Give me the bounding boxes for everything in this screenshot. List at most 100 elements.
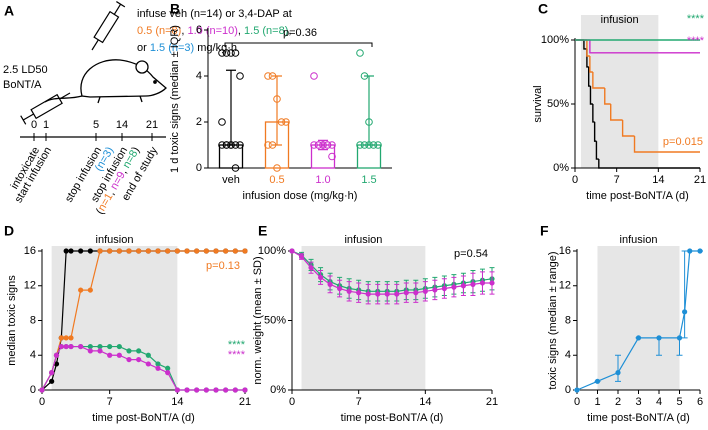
x-tick-label: 3	[635, 396, 641, 408]
y-tick-label: 0%	[553, 162, 569, 174]
x-axis-label: time post-BoNT/A (d)	[92, 412, 195, 424]
x-tick-label: 7	[107, 396, 113, 408]
data-point	[310, 141, 318, 149]
data-point	[327, 281, 333, 287]
data-point	[236, 141, 244, 149]
x-tick-label: 21	[486, 396, 498, 408]
data-point	[87, 343, 93, 350]
x-tick-label: veh	[222, 174, 240, 186]
data-point	[155, 361, 161, 367]
x-tick-label: 1.0	[315, 174, 330, 186]
data-point	[394, 291, 400, 297]
data-point	[231, 164, 240, 172]
data-point	[165, 365, 171, 371]
data-point	[232, 248, 238, 254]
x-tick-label: 14	[419, 396, 431, 408]
data-point	[682, 309, 688, 315]
data-point	[432, 287, 438, 293]
data-point	[194, 387, 200, 393]
annotation: p=0.54	[454, 248, 488, 260]
data-point	[165, 370, 171, 376]
data-point	[231, 141, 240, 149]
shade-label: infusion	[344, 234, 382, 246]
error-bar	[615, 354, 621, 382]
data-point	[223, 387, 229, 393]
data-point	[136, 356, 142, 363]
survival-step	[595, 141, 599, 160]
infusion-shade	[580, 15, 659, 168]
data-point	[375, 291, 381, 297]
y-tick-label: 6	[196, 24, 202, 36]
y-tick-label: 4	[196, 70, 202, 82]
data-point	[218, 118, 226, 126]
text-segment: ,	[181, 25, 187, 37]
text-segment: or	[137, 42, 150, 54]
panel-label: B	[170, 1, 180, 17]
data-point	[87, 348, 93, 354]
day-label: 0	[31, 119, 37, 131]
text-segment: mg/kg·h	[194, 42, 237, 54]
x-axis-label: time post-BoNT/A (d)	[341, 412, 444, 424]
y-tick-label: 4	[565, 349, 571, 361]
data-point	[441, 285, 447, 292]
data-point	[87, 248, 93, 254]
x-axis-label: infusion dose (mg/kg·h)	[243, 190, 358, 202]
x-tick-label: 7	[614, 174, 620, 186]
data-point	[136, 248, 142, 254]
annotation: ****	[687, 13, 705, 25]
text-segment: ,	[288, 25, 291, 37]
annotation: ****	[687, 35, 705, 47]
x-axis-label: time post-BoNT/A (d)	[587, 412, 690, 424]
data-point	[451, 284, 457, 290]
y-tick-label: 8	[30, 314, 36, 326]
series-line	[291, 250, 492, 295]
panel-label: F	[540, 223, 549, 239]
data-point	[328, 152, 336, 161]
data-point	[323, 141, 332, 149]
data-point	[356, 49, 364, 57]
data-point	[87, 287, 93, 293]
data-point	[268, 72, 277, 80]
x-tick-label: 0	[39, 396, 45, 408]
dose-text: 2.5 LD50	[3, 64, 48, 76]
data-point	[155, 248, 161, 254]
data-point	[479, 280, 486, 286]
data-point	[116, 343, 122, 350]
day-label: 5	[93, 119, 99, 131]
data-point	[594, 378, 601, 384]
data-point	[126, 248, 132, 254]
data-point	[365, 118, 373, 126]
x-tick-label: 0	[572, 174, 578, 186]
shade-label: infusion	[601, 14, 639, 26]
shade-label: infusion	[620, 234, 658, 246]
x-tick-label: 21	[694, 174, 706, 186]
data-point	[49, 378, 55, 384]
data-point	[676, 335, 683, 341]
data-point	[227, 49, 235, 57]
survival-step	[589, 86, 593, 105]
survival-step	[604, 88, 611, 105]
x-tick-label: 0	[289, 396, 295, 408]
data-point	[39, 387, 45, 393]
data-point	[107, 343, 113, 350]
y-axis-label: survival	[532, 85, 544, 122]
data-point	[615, 370, 621, 376]
data-point	[116, 352, 122, 358]
survival-step	[586, 40, 590, 57]
x-tick-label: 14	[652, 174, 664, 186]
data-point	[194, 248, 200, 254]
data-point	[319, 141, 327, 149]
data-point	[68, 343, 74, 350]
data-point	[203, 248, 209, 254]
data-point	[337, 285, 343, 292]
data-point	[58, 343, 64, 350]
y-axis-label: norm. weight (mean ± SD)	[252, 256, 264, 384]
data-point	[308, 265, 314, 271]
text-segment: (	[94, 207, 106, 216]
data-point	[346, 288, 352, 294]
text-segment: )	[130, 145, 142, 154]
y-tick-label: 50%	[547, 98, 569, 110]
data-point	[63, 248, 69, 254]
infusion-text: or 1.5 (n=3) mg/kg·h	[137, 42, 237, 54]
y-axis-label: 1 d toxic signs (median ± IQR)	[169, 25, 181, 173]
